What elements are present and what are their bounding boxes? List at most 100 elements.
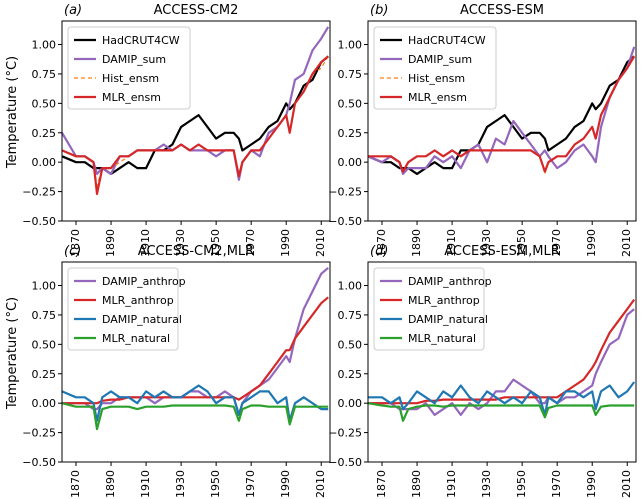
x-tick-label: 1990 bbox=[585, 470, 598, 498]
y-tick-label: 1.00 bbox=[338, 280, 363, 293]
y-tick-label: 0.50 bbox=[32, 338, 57, 351]
x-tick-label: 1990 bbox=[279, 470, 292, 498]
x-tick-label: 1950 bbox=[515, 470, 528, 498]
legend-label: MLR_ensm bbox=[102, 91, 161, 104]
y-tick-label: 0.25 bbox=[32, 368, 57, 381]
x-tick-label: 1990 bbox=[279, 229, 292, 257]
y-tick-label: 1.00 bbox=[32, 280, 57, 293]
y-tick-label: 0.75 bbox=[32, 309, 57, 322]
plot-frame bbox=[367, 20, 637, 222]
y-tick-label: 0.75 bbox=[338, 68, 363, 81]
series-line-mlr-ensm bbox=[61, 55, 329, 195]
plot-frame bbox=[61, 261, 331, 463]
panel-letter: (b) bbox=[370, 3, 388, 18]
panel-0: −0.50 −0.25 0.00 0.25 0.50 0.75 1.00 1870 1890 19… bbox=[22, 3, 331, 257]
x-tick-label: 1950 bbox=[209, 229, 222, 257]
legend-label: DAMIP_natural bbox=[102, 313, 182, 326]
y-tick-label: 0.00 bbox=[32, 156, 57, 169]
x-tick-label: 1870 bbox=[69, 470, 82, 498]
x-tick-label: 1930 bbox=[480, 470, 493, 498]
series-line-hadcrut4cw bbox=[367, 55, 635, 175]
legend-label: MLR_natural bbox=[408, 332, 476, 345]
y-tick-label: 1.00 bbox=[338, 39, 363, 52]
ylabel-bottom: Temperature (°C) bbox=[5, 297, 20, 410]
y-tick-label: 0.75 bbox=[32, 68, 57, 81]
y-tick-label: 0.00 bbox=[338, 397, 363, 410]
legend-label: MLR_ensm bbox=[408, 91, 467, 104]
panel-title: ACCESS-CM2,MLR bbox=[138, 244, 254, 259]
x-tick-label: 1910 bbox=[139, 229, 152, 257]
legend-label: Hist_ensm bbox=[102, 72, 159, 85]
y-tick-label: −0.25 bbox=[328, 427, 362, 440]
series-line-mlr-anthrop bbox=[62, 296, 329, 405]
x-tick-label: 2010 bbox=[314, 470, 327, 498]
panel-title: ACCESS-ESM bbox=[460, 3, 544, 18]
y-tick-label: 0.75 bbox=[338, 309, 363, 322]
series-line-mlr-natural bbox=[61, 402, 329, 431]
series-line-damip-natural bbox=[61, 384, 329, 422]
y-tick-label: −0.50 bbox=[22, 215, 56, 228]
y-tick-label: −0.50 bbox=[328, 456, 362, 469]
legend-label: MLR_natural bbox=[102, 332, 170, 345]
x-tick-label: 1970 bbox=[550, 229, 563, 257]
y-tick-label: 0.00 bbox=[338, 156, 363, 169]
series-line-mlr-ensm bbox=[368, 55, 636, 173]
legend-label: DAMIP_sum bbox=[408, 53, 472, 66]
x-tick-label: 1890 bbox=[104, 229, 117, 257]
legend-box bbox=[373, 267, 485, 351]
legend-label: HadCRUT4CW bbox=[102, 34, 180, 47]
series-line-mlr-anthrop bbox=[368, 298, 636, 405]
legend-label: DAMIP_sum bbox=[102, 53, 166, 66]
y-tick-label: −0.25 bbox=[22, 186, 56, 199]
x-tick-label: 1870 bbox=[375, 229, 388, 257]
legend-box bbox=[67, 26, 191, 110]
y-tick-label: 0.25 bbox=[338, 127, 363, 140]
series-line-damip-natural bbox=[368, 381, 636, 416]
y-tick-label: 0.50 bbox=[32, 97, 57, 110]
panel-letter: (c) bbox=[64, 244, 81, 259]
panel-2: −0.50 −0.25 0.00 0.25 0.50 0.75 1.00 1870 1890 19… bbox=[22, 244, 331, 498]
panel-letter: (a) bbox=[64, 3, 82, 18]
y-tick-label: −0.50 bbox=[22, 456, 56, 469]
legend-label: DAMIP_natural bbox=[408, 313, 488, 326]
x-tick-label: 1870 bbox=[375, 470, 388, 498]
x-tick-label: 1950 bbox=[515, 229, 528, 257]
y-tick-label: −0.50 bbox=[328, 215, 362, 228]
panel-title: ACCESS-ESM,MLR bbox=[444, 244, 560, 259]
x-tick-label: 2010 bbox=[620, 229, 633, 257]
y-tick-label: 0.00 bbox=[32, 397, 57, 410]
panel-letter: (d) bbox=[370, 244, 388, 259]
x-tick-label: 1890 bbox=[104, 470, 117, 498]
x-tick-label: 1910 bbox=[139, 470, 152, 498]
legend-label: MLR_anthrop bbox=[102, 294, 174, 307]
legend-label: MLR_anthrop bbox=[408, 294, 480, 307]
legend-box bbox=[373, 26, 497, 110]
x-tick-label: 2010 bbox=[620, 470, 633, 498]
x-tick-label: 1930 bbox=[174, 470, 187, 498]
plot-frame bbox=[367, 261, 637, 463]
y-tick-label: 0.50 bbox=[338, 338, 363, 351]
x-tick-label: 2010 bbox=[314, 229, 327, 257]
series-line-damip-anthrop bbox=[368, 308, 635, 416]
x-tick-label: 1970 bbox=[550, 470, 563, 498]
x-tick-label: 1870 bbox=[69, 229, 82, 257]
plot-frame bbox=[61, 20, 331, 222]
x-tick-label: 1890 bbox=[410, 229, 423, 257]
y-tick-label: 0.50 bbox=[338, 97, 363, 110]
x-tick-label: 1930 bbox=[480, 229, 493, 257]
panel-1: −0.50 −0.25 0.00 0.25 0.50 0.75 1.00 1870 1890 19… bbox=[328, 3, 637, 257]
y-tick-label: 0.25 bbox=[338, 368, 363, 381]
series-line-mlr-natural bbox=[367, 402, 635, 422]
y-tick-label: −0.25 bbox=[22, 427, 56, 440]
panel-3: −0.50 −0.25 0.00 0.25 0.50 0.75 1.00 1870 1890 19… bbox=[328, 244, 637, 498]
series-line-damip-sum bbox=[367, 46, 636, 175]
series-line-damip-anthrop bbox=[62, 267, 329, 416]
legend-label: Hist_ensm bbox=[408, 72, 465, 85]
x-tick-label: 1950 bbox=[209, 470, 222, 498]
y-tick-label: 1.00 bbox=[32, 39, 57, 52]
x-tick-label: 1930 bbox=[174, 229, 187, 257]
legend-label: DAMIP_anthrop bbox=[102, 275, 186, 288]
panel-title: ACCESS-CM2 bbox=[154, 3, 239, 18]
x-tick-label: 1890 bbox=[410, 470, 423, 498]
